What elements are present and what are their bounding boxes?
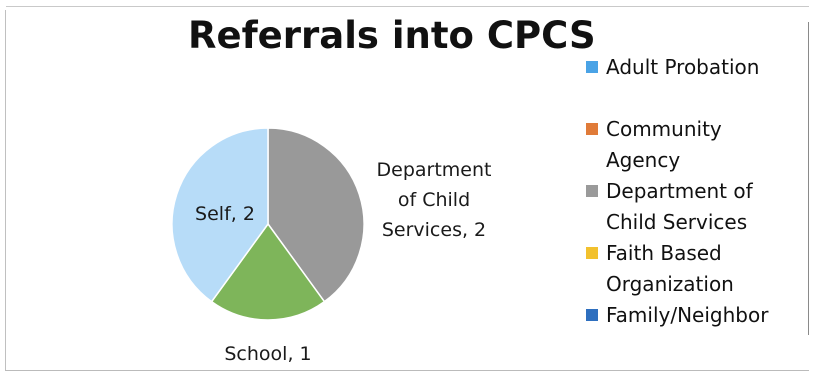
data-label-school: School, 1 bbox=[224, 343, 311, 365]
legend-swatch bbox=[586, 185, 598, 197]
legend-item-community-agency: Community Agency bbox=[586, 114, 722, 176]
legend-label: Family/Neighbor bbox=[606, 303, 769, 327]
legend-item-faith-based-organization: Faith Based Organization bbox=[586, 238, 734, 300]
frame-border-left bbox=[5, 10, 6, 371]
legend-swatch bbox=[586, 247, 598, 259]
pie-data-labels: Department of Child Services, 2 School, 1 Se… bbox=[195, 159, 491, 365]
data-label-department-of-child-services: Department of Child Services, 2 bbox=[377, 159, 492, 241]
frame-border-right bbox=[808, 22, 809, 335]
legend-label: Faith Based Organization bbox=[606, 241, 734, 296]
legend-swatch bbox=[586, 123, 598, 135]
legend-swatch bbox=[586, 61, 598, 73]
legend-swatch bbox=[586, 309, 598, 321]
pie-slice-self bbox=[171, 127, 269, 303]
legend-item-department-of-child-services: Department of Child Services bbox=[586, 176, 753, 238]
legend-label: Community Agency bbox=[606, 117, 722, 172]
legend-item-family-neighbor: Family/Neighbor bbox=[586, 300, 768, 331]
frame-border-bottom bbox=[5, 370, 809, 371]
legend-item-adult-probation: Adult Probation bbox=[586, 52, 759, 83]
legend-label: Adult Probation bbox=[606, 55, 760, 79]
frame-border-top bbox=[6, 6, 809, 7]
pie-slices bbox=[171, 127, 365, 321]
data-label-self: Self, 2 bbox=[195, 203, 255, 225]
pie-slice-department-of-child-services bbox=[267, 127, 365, 303]
legend-label: Department of Child Services bbox=[606, 179, 753, 234]
chart-title: Referrals into CPCS bbox=[188, 14, 596, 57]
pie-slice-school bbox=[210, 222, 326, 321]
